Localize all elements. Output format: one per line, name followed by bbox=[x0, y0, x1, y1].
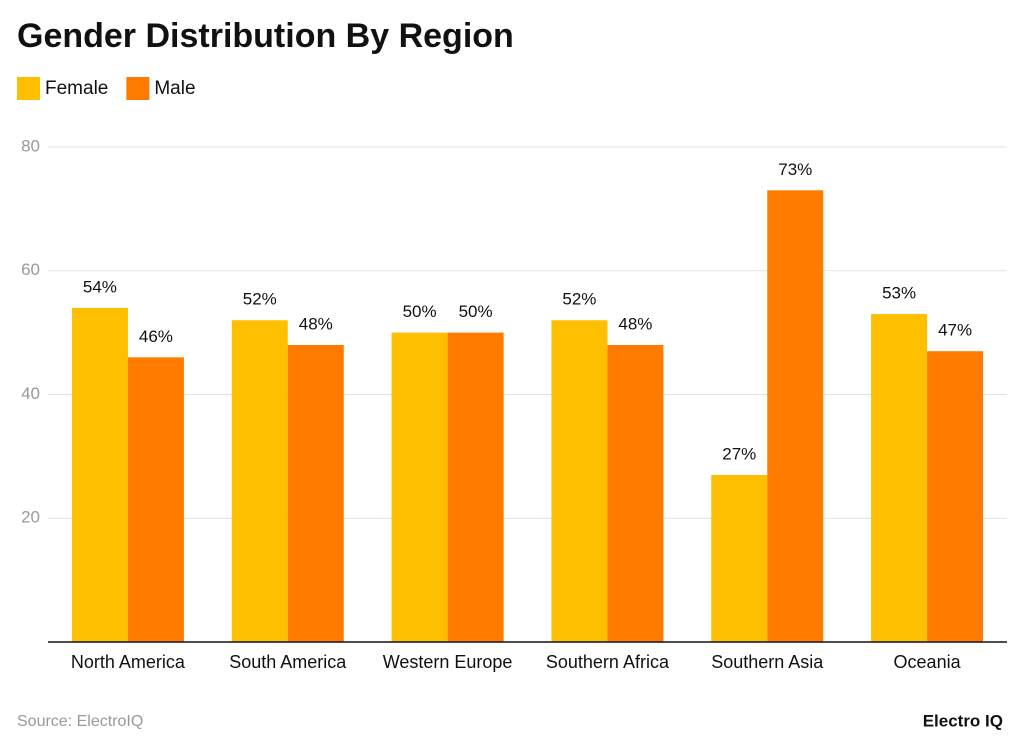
bar bbox=[927, 351, 984, 642]
bar bbox=[287, 345, 344, 642]
y-tick-label: 40 bbox=[21, 384, 40, 403]
x-tick-label: Southern Asia bbox=[711, 652, 824, 672]
x-tick-label: Western Europe bbox=[383, 652, 513, 672]
legend-swatch bbox=[126, 77, 150, 100]
value-label: 50% bbox=[459, 302, 493, 321]
value-label: 73% bbox=[778, 160, 812, 179]
value-label: 46% bbox=[139, 327, 173, 346]
value-label: 52% bbox=[243, 290, 277, 309]
bar bbox=[871, 314, 928, 642]
value-label: 27% bbox=[722, 444, 756, 463]
legend-swatch bbox=[17, 77, 40, 100]
legend-label: Female bbox=[45, 78, 108, 99]
chart-title: Gender Distribution By Region bbox=[17, 17, 514, 55]
x-tick-label: Oceania bbox=[894, 652, 962, 672]
bar bbox=[71, 307, 128, 642]
x-tick-label: North America bbox=[71, 652, 186, 672]
source: Source: ElectroIQ bbox=[17, 713, 143, 730]
value-label: 53% bbox=[882, 284, 916, 303]
bar bbox=[447, 332, 504, 642]
value-label: 50% bbox=[403, 302, 437, 321]
bar bbox=[391, 332, 448, 642]
brand: Electro IQ bbox=[923, 711, 1003, 730]
y-tick-label: 60 bbox=[21, 260, 40, 279]
bar bbox=[767, 190, 824, 642]
legend-label: Male bbox=[154, 78, 195, 99]
value-label: 52% bbox=[562, 290, 596, 309]
x-tick-label: South America bbox=[229, 652, 347, 672]
bar bbox=[607, 345, 664, 642]
y-tick-label: 20 bbox=[21, 508, 40, 527]
x-tick-label: Southern Africa bbox=[546, 652, 670, 672]
y-tick-label: 80 bbox=[21, 136, 40, 155]
value-label: 48% bbox=[618, 314, 652, 333]
bar bbox=[127, 357, 184, 642]
bar bbox=[551, 320, 608, 642]
bar bbox=[711, 474, 768, 642]
value-label: 54% bbox=[83, 277, 117, 296]
bar bbox=[231, 320, 288, 642]
value-label: 47% bbox=[938, 321, 972, 340]
value-label: 48% bbox=[299, 314, 333, 333]
